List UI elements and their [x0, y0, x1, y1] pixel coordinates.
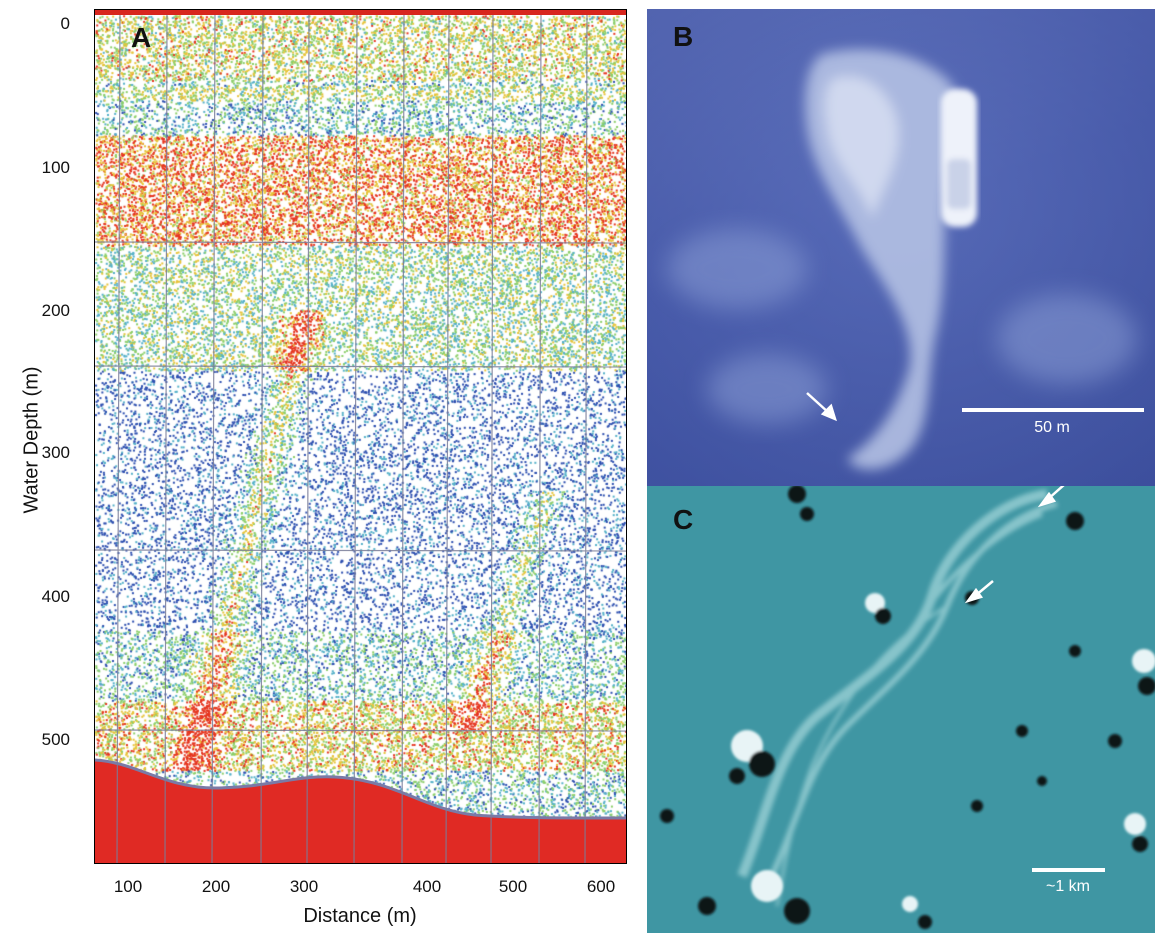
scale-bar-c — [1032, 868, 1105, 872]
scale-label-b: 50 m — [1034, 419, 1070, 436]
x-tick-label: 100 — [113, 877, 143, 896]
echogram-image — [95, 10, 626, 863]
echogram-grid — [95, 10, 626, 863]
scale-bar-b — [962, 408, 1144, 412]
seafloor-shape — [95, 760, 626, 863]
arrow-icon — [806, 392, 837, 422]
seafloor-edge — [95, 758, 626, 820]
cloud-patches — [660, 486, 1155, 929]
y-tick-label: 400 — [41, 587, 70, 606]
y-axis-title: Water Depth (m) — [20, 366, 43, 514]
y-tick-label: 100 — [41, 158, 70, 177]
scale-label-c: ~1 km — [1045, 878, 1091, 895]
y-tick-label: 500 — [41, 730, 70, 749]
x-tick-label: 500 — [498, 877, 528, 896]
x-tick-label: 200 — [201, 877, 231, 896]
ship-shape — [941, 89, 977, 227]
arrow-icon — [1037, 486, 1065, 508]
x-tick-label: 600 — [586, 877, 616, 896]
echogram-overlay — [95, 10, 626, 863]
y-tick-label: 0 — [60, 14, 70, 33]
x-tick-label: 300 — [289, 877, 319, 896]
surface-line — [95, 10, 626, 15]
x-tick-label: 400 — [412, 877, 442, 896]
plume-streaks — [737, 489, 1058, 907]
satellite-image — [660, 486, 1155, 929]
surface-plume — [805, 49, 960, 470]
aerial-photo — [647, 9, 1155, 486]
satellite-image-panel: C ~1 km — [647, 486, 1155, 933]
aerial-photo-panel: B 50 m — [647, 9, 1155, 486]
arrow-icon — [964, 580, 994, 604]
panel-label-c: C — [673, 504, 694, 535]
y-tick-label: 200 — [41, 301, 70, 320]
y-tick-label: 300 — [41, 443, 70, 462]
panel-label-a: A — [131, 22, 152, 53]
echogram-panel: A — [94, 9, 627, 864]
panel-label-b: B — [673, 21, 694, 52]
x-axis-title: Distance (m) — [303, 905, 417, 927]
